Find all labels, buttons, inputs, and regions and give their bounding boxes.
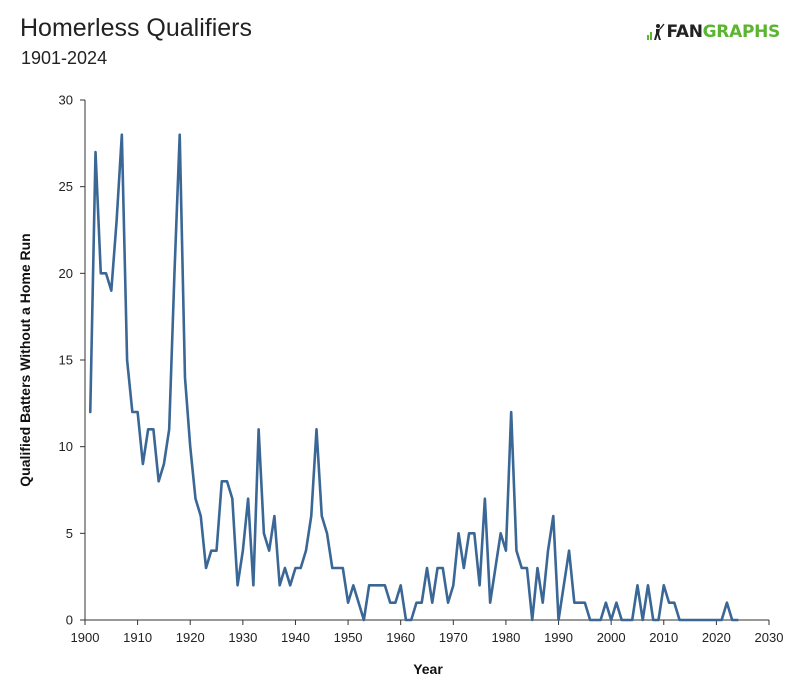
batter-icon [646,23,665,40]
y-tick-label: 30 [59,93,73,108]
series-line-0 [88,133,739,622]
y-tick-label: 5 [66,526,73,541]
y-axis-title: Qualified Batters Without a Home Run [17,233,33,486]
x-axis: 1900 1910 1920 1930 1940 1950 1960 1970 1980 1990… [71,619,784,645]
y-tick-label: 15 [59,353,73,368]
chart-title: Homerless Qualifiers [20,14,253,42]
x-axis-title: Year [413,661,443,677]
x-tick-label: 1910 [123,630,152,645]
logo-text-fan: FAN [666,22,703,42]
x-tick-label: 1960 [386,630,415,645]
x-tick-label: 2000 [597,630,626,645]
series-layer [88,133,739,622]
x-tick-label: 1900 [71,630,100,645]
x-tick-label: 1920 [176,630,205,645]
chart-subtitle: 1901-2024 [21,48,108,68]
x-tick-label: 2030 [755,630,784,645]
y-tick-label: 10 [59,439,73,454]
fangraphs-logo: FAN GRAPHS [646,22,781,42]
x-tick-label: 2010 [649,630,678,645]
x-tick-label: 1970 [439,630,468,645]
x-tick-label: 1950 [334,630,363,645]
y-tick-label: 20 [59,266,73,281]
y-tick-label: 0 [66,613,73,628]
y-tick-label: 25 [59,179,73,194]
x-tick-label: 1990 [544,630,573,645]
x-tick-label: 2020 [702,630,731,645]
x-tick-label: 1930 [228,630,257,645]
logo-text-graphs: GRAPHS [702,22,781,42]
x-tick-label: 1940 [281,630,310,645]
y-axis: 0 5 10 15 20 25 30 [59,93,86,628]
x-tick-label: 1980 [491,630,520,645]
